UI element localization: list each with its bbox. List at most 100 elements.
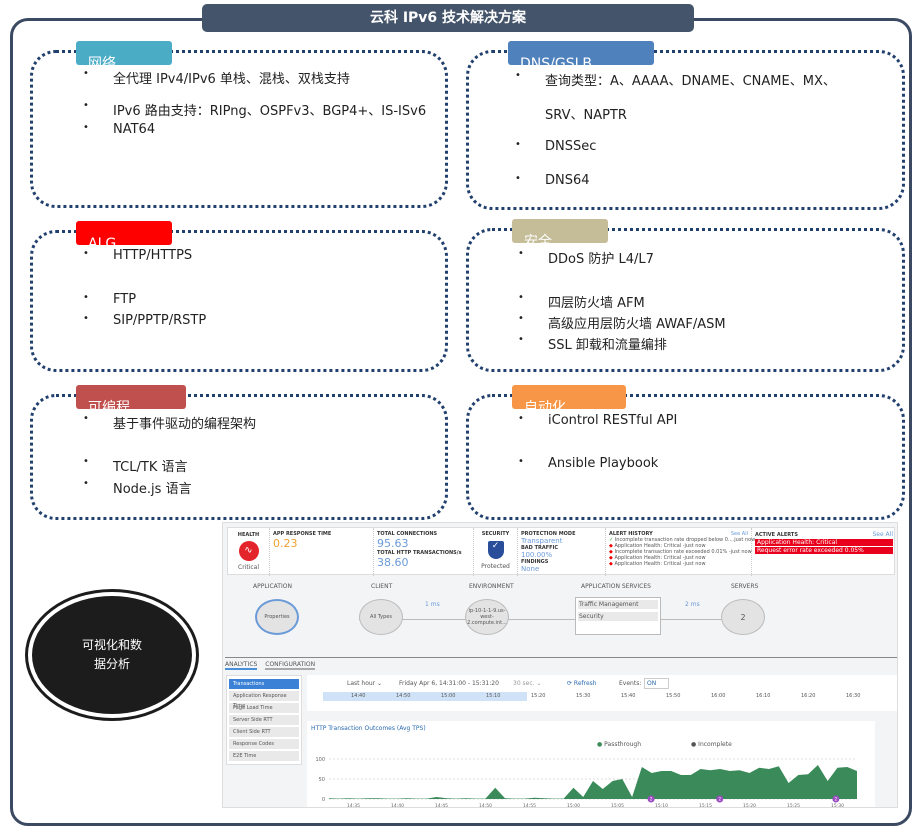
timeline-tick: 15:40 <box>621 693 636 699</box>
panel-tag: 安全 <box>512 219 608 243</box>
feature-item: • iControl RESTful API <box>518 413 678 428</box>
feature-text: 全代理 IPv4/IPv6 单栈、混栈、双栈支持 <box>113 72 350 87</box>
feature-item: • FTP <box>83 292 137 307</box>
panel-tag: 网络 <box>76 41 172 65</box>
alert-history-item: ◆ Incomplete transaction rate exceeded 0… <box>609 549 752 555</box>
x-tick-label: 14:50 <box>479 803 492 808</box>
refresh-button[interactable]: ⟳ Refresh <box>567 680 597 687</box>
security-service[interactable]: Security <box>578 612 658 621</box>
timeline-tick: 14:50 <box>396 693 411 699</box>
time-toolbar: Last hour ⌄ Friday Apr 6, 14:31:00 - 15:… <box>307 675 897 711</box>
x-tick-label: 15:15 <box>699 803 712 808</box>
app-node[interactable]: Properties <box>255 599 299 635</box>
feature-item: • DNS64 <box>515 173 590 188</box>
feature-text: IPv6 路由支持：RIPng、OSPFv3、BGP4+、IS-ISv6 <box>113 104 427 119</box>
alert-history-see-all[interactable]: See All <box>730 531 748 537</box>
feature-panel <box>466 50 905 210</box>
panel-tag-label: ALG <box>88 236 117 245</box>
sidebar-item[interactable]: Client Side RTT <box>229 727 299 737</box>
server-latency: 2 ms <box>685 601 700 608</box>
sidebar-item[interactable]: Response Codes <box>229 739 299 749</box>
sidebar-item[interactable]: E2E Time <box>229 751 299 761</box>
topology: APPLICATION CLIENT ENVIRONMENT APPLICATI… <box>223 579 897 653</box>
feature-text: DDoS 防护 L4/L7 <box>548 252 654 267</box>
sidebar-item[interactable]: Application Response Time <box>229 691 299 709</box>
alert-history-item: ◆ Application Health: Critical -just now <box>609 555 706 561</box>
panel-tag-label: 自动化 <box>524 400 566 409</box>
event-marker-label: 2 <box>718 797 721 802</box>
client-latency: 1 ms <box>425 601 440 608</box>
legend-label: Passthrough <box>604 741 642 748</box>
x-tick-label: 15:25 <box>787 803 800 808</box>
tab-analytics[interactable]: ANALYTICS <box>225 661 258 670</box>
sidebar-item[interactable]: Transactions <box>229 679 299 689</box>
feature-item: • 四层防火墙 AFM <box>518 292 645 311</box>
art-label: APP RESPONSE TIME <box>273 531 332 537</box>
alert-text: Incomplete transaction rate exceeded 0.0… <box>614 549 752 555</box>
chart-panel: HTTP Transaction Outcomes (Avg TPS) ● Pa… <box>307 721 875 808</box>
http-label: TOTAL HTTP TRANSACTIONS/s <box>377 550 462 556</box>
timeline-tick: 15:20 <box>531 693 546 699</box>
range-select[interactable]: Last hour ⌄ <box>347 680 383 687</box>
traffic-management[interactable]: Traffic Management <box>578 600 658 609</box>
kpi-bar: HEALTH ∿ Critical APP RESPONSE TIME 0.23… <box>227 527 896 576</box>
conn-label: TOTAL CONNECTIONS <box>377 531 438 537</box>
interval-select[interactable]: 30 sec. ⌄ <box>513 680 542 687</box>
active-alerts-see-all[interactable]: See All <box>872 531 893 538</box>
client-node[interactable]: All Types <box>359 599 403 635</box>
feature-item: • 基于事件驱动的编程架构 <box>83 413 257 432</box>
feature-text: 四层防火墙 AFM <box>548 296 645 311</box>
events-toggle[interactable]: ON <box>644 678 670 689</box>
health-card: HEALTH ∿ Critical <box>228 528 270 576</box>
feature-text: 高级应用层防火墙 AWAF/ASM <box>548 317 726 332</box>
panel-tag: 自动化 <box>512 385 626 409</box>
active-alert[interactable]: Application Health: Critical <box>755 539 893 546</box>
x-tick-label: 15:20 <box>743 803 756 808</box>
analytics-sidebar: Transactions Application Response TimePag… <box>226 675 302 765</box>
panel-tag-label: DNS/GSLB <box>520 56 592 65</box>
feature-item: • IPv6 路由支持：RIPng、OSPFv3、BGP4+、IS-ISv6 <box>83 100 427 119</box>
alert-history-item: ✓ Incomplete transaction rate dropped be… <box>609 537 756 543</box>
find-label: FINDINGS <box>521 559 549 565</box>
timeline-tick: 16:30 <box>846 693 861 699</box>
x-tick-label: 15:05 <box>611 803 624 808</box>
period-label: Friday Apr 6, 14:31:00 - 15:31:20 <box>399 680 499 687</box>
active-alerts-label: ACTIVE ALERTS <box>755 532 798 538</box>
alert-history-item: ◆ Application Health: Critical -just now <box>609 561 706 567</box>
http-value: 38.60 <box>377 556 409 569</box>
area-chart: 0 50 100 14:35 14:40 14:45 14:50 14:55 15:00 15:0… <box>315 757 857 808</box>
timeline-selection[interactable] <box>323 692 527 701</box>
servers-node[interactable]: 2 <box>721 599 765 635</box>
timeline-tick: 15:50 <box>666 693 681 699</box>
active-alerts: ACTIVE ALERTS See All Application Health… <box>752 528 896 576</box>
services-box: Traffic Management Security <box>575 597 661 635</box>
feature-item: • 高级应用层防火墙 AWAF/ASM <box>518 313 726 332</box>
analytics-tabs: ANALYTICS CONFIGURATION <box>225 657 897 670</box>
alert-text: Application Health: Critical -just now <box>614 543 706 549</box>
active-alert[interactable]: Request error rate exceeded 0.05% <box>755 547 893 554</box>
panel-tag: DNS/GSLB <box>508 41 654 65</box>
event-marker <box>832 795 840 803</box>
mode-value: Transparent <box>521 537 563 545</box>
legend-label: Incomplete <box>698 741 732 748</box>
x-tick-label: 15:00 <box>567 803 580 808</box>
protection-card: PROTECTION MODE Transparent BAD TRAFFIC … <box>518 528 606 576</box>
security-label: SECURITY <box>481 531 510 537</box>
tab-configuration[interactable]: CONFIGURATION <box>265 661 316 670</box>
security-status: Protected <box>481 563 510 570</box>
environment-node[interactable]: ip-10-1-1-9.us-west-2.compute.int... <box>465 599 509 635</box>
services-heading: APPLICATION SERVICES <box>581 583 651 590</box>
find-value: None <box>521 565 540 573</box>
sidebar-item[interactable]: Server Side RTT <box>229 715 299 725</box>
x-tick-label: 15:30 <box>831 803 844 808</box>
conn-value: 95.63 <box>377 537 409 550</box>
sidebar-item[interactable]: Page Load Time <box>229 703 299 713</box>
servers-heading: SERVERS <box>731 583 759 590</box>
feature-text: Node.js 语言 <box>113 482 192 497</box>
y-tick-label: 50 <box>319 777 325 783</box>
art-value: 0.23 <box>273 537 298 550</box>
feature-item: • NAT64 <box>83 122 156 137</box>
legend-incomplete: ● Incomplete <box>691 741 732 748</box>
feature-item: • Node.js 语言 <box>83 478 192 497</box>
feature-text: 查询类型：A、AAAA、DNAME、CNAME、MX、 <box>545 74 836 89</box>
